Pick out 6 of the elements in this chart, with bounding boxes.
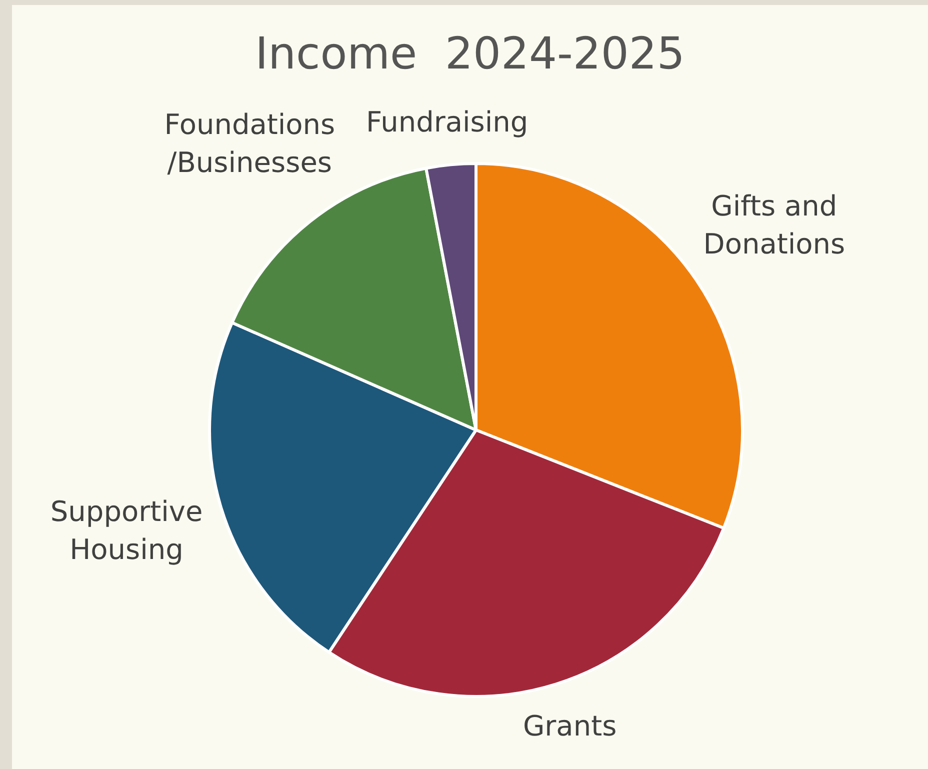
chart-title: Income 2024-2025 <box>255 28 685 80</box>
slice-label: Foundations/Businesses <box>164 108 336 179</box>
slice-label: Supportive Housing <box>50 495 203 566</box>
slice-label: Grants <box>522 710 617 743</box>
slice-label: Gifts and Donations <box>703 190 846 261</box>
slice-label: Fundraising <box>366 106 528 139</box>
